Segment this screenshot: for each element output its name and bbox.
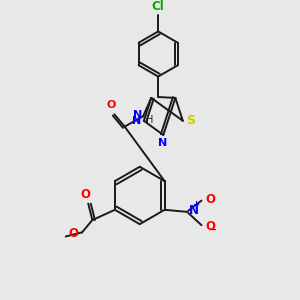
Text: N: N [133, 110, 142, 120]
Text: O: O [206, 220, 216, 233]
Text: O: O [106, 100, 116, 110]
Text: −: − [209, 225, 217, 235]
Text: Cl: Cl [152, 0, 165, 13]
Text: +: + [192, 200, 199, 209]
Text: O: O [80, 188, 90, 201]
Text: H: H [146, 116, 153, 125]
Text: N: N [158, 138, 167, 148]
Text: N: N [189, 204, 199, 217]
Text: N: N [131, 116, 141, 126]
Text: S: S [186, 114, 195, 127]
Text: O: O [68, 227, 78, 240]
Text: O: O [206, 193, 216, 206]
